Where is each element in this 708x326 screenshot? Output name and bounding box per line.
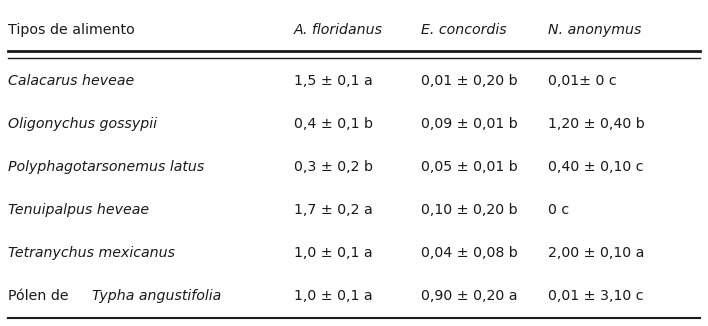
Text: 0,01± 0 c: 0,01± 0 c xyxy=(548,74,617,88)
Text: 0,10 ± 0,20 b: 0,10 ± 0,20 b xyxy=(421,202,518,216)
Text: 0,40 ± 0,10 c: 0,40 ± 0,10 c xyxy=(548,159,644,173)
Text: 0,01 ± 0,20 b: 0,01 ± 0,20 b xyxy=(421,74,518,88)
Text: 0,01 ± 3,10 c: 0,01 ± 3,10 c xyxy=(548,289,644,303)
Text: 1,0 ± 0,1 a: 1,0 ± 0,1 a xyxy=(294,245,372,259)
Text: Tipos de alimento: Tipos de alimento xyxy=(8,23,135,37)
Text: Polyphagotarsonemus latus: Polyphagotarsonemus latus xyxy=(8,159,205,173)
Text: A. floridanus: A. floridanus xyxy=(294,23,383,37)
Text: 0,3 ± 0,2 b: 0,3 ± 0,2 b xyxy=(294,159,373,173)
Text: Tenuipalpus heveae: Tenuipalpus heveae xyxy=(8,202,149,216)
Text: 1,20 ± 0,40 b: 1,20 ± 0,40 b xyxy=(548,117,645,131)
Text: 0,04 ± 0,08 b: 0,04 ± 0,08 b xyxy=(421,245,518,259)
Text: E. concordis: E. concordis xyxy=(421,23,507,37)
Text: 0 c: 0 c xyxy=(548,202,569,216)
Text: 1,0 ± 0,1 a: 1,0 ± 0,1 a xyxy=(294,289,372,303)
Text: 1,5 ± 0,1 a: 1,5 ± 0,1 a xyxy=(294,74,373,88)
Text: N. anonymus: N. anonymus xyxy=(548,23,641,37)
Text: Oligonychus gossypii: Oligonychus gossypii xyxy=(8,117,157,131)
Text: 1,7 ± 0,2 a: 1,7 ± 0,2 a xyxy=(294,202,373,216)
Text: Pólen de: Pólen de xyxy=(8,289,74,303)
Text: 2,00 ± 0,10 a: 2,00 ± 0,10 a xyxy=(548,245,644,259)
Text: 0,4 ± 0,1 b: 0,4 ± 0,1 b xyxy=(294,117,373,131)
Text: Typha angustifolia: Typha angustifolia xyxy=(92,289,222,303)
Text: Tetranychus mexicanus: Tetranychus mexicanus xyxy=(8,245,176,259)
Text: 0,90 ± 0,20 a: 0,90 ± 0,20 a xyxy=(421,289,518,303)
Text: Calacarus heveae: Calacarus heveae xyxy=(8,74,135,88)
Text: 0,09 ± 0,01 b: 0,09 ± 0,01 b xyxy=(421,117,518,131)
Text: 0,05 ± 0,01 b: 0,05 ± 0,01 b xyxy=(421,159,518,173)
